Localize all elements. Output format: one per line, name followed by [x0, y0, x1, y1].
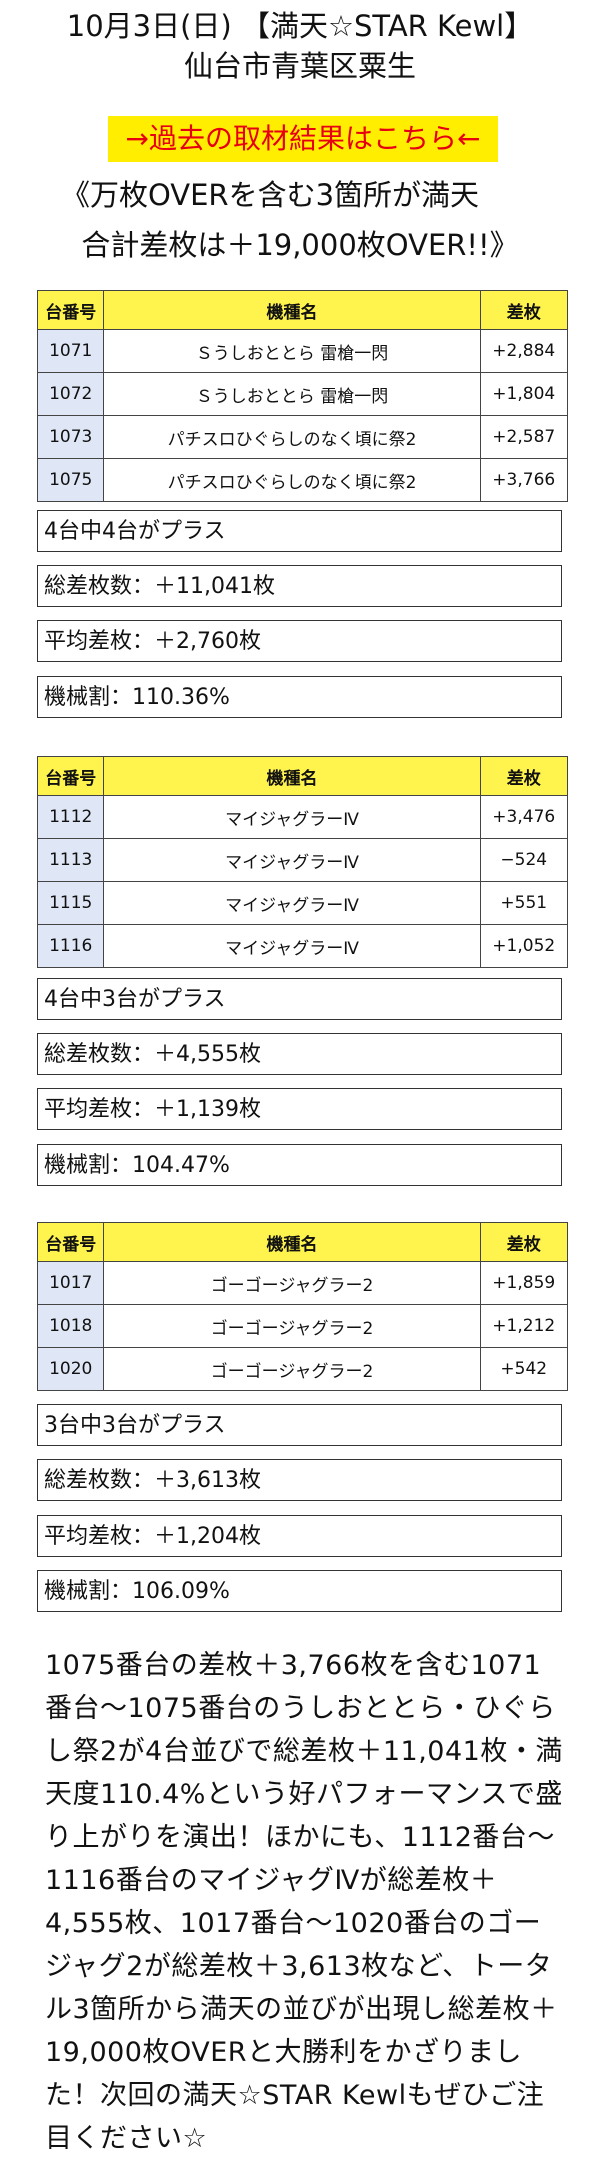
- average-diff-3: 平均差枚：＋1,204枚: [37, 1515, 562, 1557]
- paragraph-line: ジャグ2が総差枚＋3,613枚など、トータ: [45, 1951, 553, 1982]
- machine-no: 1113: [36, 838, 105, 882]
- table-row: 1115 マイジャグラーⅣ +551: [36, 881, 569, 925]
- paragraph-line: 番台〜1075番台のうしおととら・ひぐら: [45, 1693, 556, 1724]
- machine-name: パチスロひぐらしのなく頃に祭2: [103, 415, 481, 459]
- machine-no: 1115: [36, 881, 105, 925]
- paragraph-line: し祭2が4台並びで総差枚＋11,041枚・満: [45, 1736, 563, 1767]
- machine-name: マイジャグラーⅣ: [103, 924, 481, 968]
- event-title: 10月3日(日) 【満天☆STAR Kewl】: [66, 9, 534, 43]
- machine-name: ゴーゴージャグラー2: [103, 1304, 481, 1348]
- header-machine-no: 台番号: [36, 290, 105, 330]
- machine-diff: +1,804: [479, 372, 569, 416]
- machine-name: Ｓうしおととら 雷槍一閃: [103, 372, 481, 416]
- location-name: 仙台市青葉区粟生: [183, 49, 416, 83]
- machine-diff: +2,587: [479, 415, 569, 459]
- machine-name: ゴーゴージャグラー2: [103, 1261, 481, 1305]
- machine-name: マイジャグラーⅣ: [103, 838, 481, 882]
- machine-diff: +3,476: [479, 795, 569, 839]
- table-row: 1072 Ｓうしおととら 雷槍一閃 +1,804: [36, 372, 569, 416]
- paragraph-line: り上がりを演出！ほかにも、1112番台〜: [45, 1822, 555, 1853]
- machine-no: 1018: [36, 1304, 105, 1348]
- table-row: 1020 ゴーゴージャグラー2 +542: [36, 1347, 569, 1391]
- header-diff: 差枚: [479, 1222, 569, 1262]
- machine-no: 1075: [36, 458, 105, 502]
- table-row: 1113 マイジャグラーⅣ −524: [36, 838, 569, 882]
- paragraph-line: 1075番台の差枚＋3,766枚を含む1071: [45, 1650, 542, 1681]
- headline-line-1: 《万枚OVERを含む3箇所が満天: [60, 178, 480, 212]
- table-row: 1017 ゴーゴージャグラー2 +1,859: [36, 1261, 569, 1305]
- table-row: 1073 パチスロひぐらしのなく頃に祭2 +2,587: [36, 415, 569, 459]
- machine-name: マイジャグラーⅣ: [103, 795, 481, 839]
- table-row: 1071 Ｓうしおととら 雷槍一閃 +2,884: [36, 329, 569, 373]
- machine-diff: +3,766: [479, 458, 569, 502]
- machine-table-1: 台番号 機種名 差枚 1071 Ｓうしおととら 雷槍一閃 +2,884 1072…: [36, 290, 569, 502]
- header-machine-no: 台番号: [36, 756, 105, 796]
- table-header-row: 台番号 機種名 差枚: [36, 1222, 569, 1262]
- paragraph-line: ル3箇所から満天の並びが出現し総差枚＋: [45, 1994, 558, 2025]
- header-machine-name: 機種名: [103, 756, 481, 796]
- machine-diff: +1,859: [479, 1261, 569, 1305]
- machine-no: 1116: [36, 924, 105, 968]
- header-machine-no: 台番号: [36, 1222, 105, 1262]
- average-diff-1: 平均差枚：＋2,760枚: [37, 620, 562, 662]
- payout-rate-3: 機械割：106.09%: [37, 1570, 562, 1612]
- machine-diff: +2,884: [479, 329, 569, 373]
- machine-no: 1112: [36, 795, 105, 839]
- machine-no: 1072: [36, 372, 105, 416]
- payout-rate-2: 機械割：104.47%: [37, 1144, 562, 1186]
- paragraph-line: 1116番台のマイジャグⅣが総差枚＋: [45, 1865, 498, 1896]
- machine-table-2: 台番号 機種名 差枚 1112 マイジャグラーⅣ +3,476 1113 マイジ…: [36, 756, 569, 968]
- machine-name: マイジャグラーⅣ: [103, 881, 481, 925]
- machine-no: 1071: [36, 329, 105, 373]
- machine-name: パチスロひぐらしのなく頃に祭2: [103, 458, 481, 502]
- plus-count-1: 4台中4台がプラス: [37, 510, 562, 552]
- table-header-row: 台番号 機種名 差枚: [36, 290, 569, 330]
- header-diff: 差枚: [479, 756, 569, 796]
- table-row: 1112 マイジャグラーⅣ +3,476: [36, 795, 569, 839]
- machine-diff: +1,052: [479, 924, 569, 968]
- average-diff-2: 平均差枚：＋1,139枚: [37, 1088, 562, 1130]
- machine-diff: +1,212: [479, 1304, 569, 1348]
- paragraph-line: 目ください☆: [45, 2123, 208, 2154]
- table-row: 1116 マイジャグラーⅣ +1,052: [36, 924, 569, 968]
- paragraph-line: 4,555枚、1017番台〜1020番台のゴー: [45, 1908, 542, 1939]
- total-diff-3: 総差枚数：＋3,613枚: [37, 1459, 562, 1501]
- plus-count-2: 4台中3台がプラス: [37, 978, 562, 1020]
- summary-paragraph: 1075番台の差枚＋3,766枚を含む1071 番台〜1075番台のうしおととら…: [45, 1644, 565, 2160]
- machine-diff: −524: [479, 838, 569, 882]
- table-row: 1075 パチスロひぐらしのなく頃に祭2 +3,766: [36, 458, 569, 502]
- machine-name: Ｓうしおととら 雷槍一閃: [103, 329, 481, 373]
- past-results-link[interactable]: →過去の取材結果はこちら←: [108, 116, 498, 162]
- header-machine-name: 機種名: [103, 290, 481, 330]
- paragraph-line: 天度110.4%という好パフォーマンスで盛: [45, 1779, 563, 1810]
- paragraph-line: 19,000枚OVERと大勝利をかざりまし: [45, 2037, 523, 2068]
- table-header-row: 台番号 機種名 差枚: [36, 756, 569, 796]
- machine-no: 1017: [36, 1261, 105, 1305]
- machine-diff: +542: [479, 1347, 569, 1391]
- header-diff: 差枚: [479, 290, 569, 330]
- payout-rate-1: 機械割：110.36%: [37, 676, 562, 718]
- machine-no: 1020: [36, 1347, 105, 1391]
- machine-diff: +551: [479, 881, 569, 925]
- paragraph-line: た！次回の満天☆STAR Kewlもぜひご注: [45, 2080, 545, 2111]
- table-row: 1018 ゴーゴージャグラー2 +1,212: [36, 1304, 569, 1348]
- machine-no: 1073: [36, 415, 105, 459]
- machine-name: ゴーゴージャグラー2: [103, 1347, 481, 1391]
- total-diff-2: 総差枚数：＋4,555枚: [37, 1033, 562, 1075]
- header-machine-name: 機種名: [103, 1222, 481, 1262]
- headline-line-2: 合計差枚は＋19,000枚OVER!!》: [81, 228, 519, 262]
- machine-table-3: 台番号 機種名 差枚 1017 ゴーゴージャグラー2 +1,859 1018 ゴ…: [36, 1222, 569, 1391]
- plus-count-3: 3台中3台がプラス: [37, 1404, 562, 1446]
- total-diff-1: 総差枚数：＋11,041枚: [37, 565, 562, 607]
